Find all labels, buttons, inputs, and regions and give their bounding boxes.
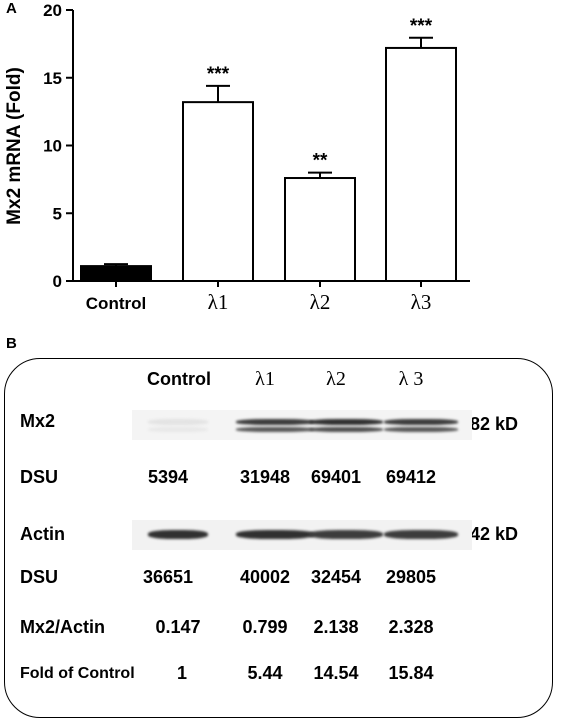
lane-header-control: Control	[147, 369, 211, 389]
mx2-row-label: Mx2	[20, 411, 56, 431]
mx2-dsu-control: 5394	[147, 467, 189, 487]
actin-dsu-control: 36651	[142, 567, 194, 587]
blot-band	[309, 530, 383, 539]
blot-band	[384, 419, 458, 425]
blot-band	[148, 419, 208, 425]
x-tick-label: λ1	[208, 290, 229, 314]
significance-label: ***	[410, 16, 433, 37]
panel-b-label: B	[6, 335, 17, 352]
ratio-lambda2: 2.138	[313, 617, 359, 637]
x-tick-label: Control	[86, 294, 146, 313]
significance-label: **	[313, 151, 328, 172]
fold-lambda2: 14.54	[313, 663, 359, 683]
x-tick-label: λ3	[411, 290, 432, 314]
x-tick-label: λ2	[310, 290, 331, 314]
blot-band	[148, 530, 208, 539]
mx2-size-label: 82 kD	[470, 414, 519, 434]
mx2-blot-strip	[132, 410, 472, 440]
actin-size-label: 42 kD	[470, 524, 519, 544]
ratio-lambda1: 0.799	[242, 617, 288, 637]
bar	[80, 265, 152, 283]
lane-header-lambda1: λ1	[255, 368, 275, 390]
mx2-dsu-lambda2: 69401	[310, 467, 362, 487]
panel-a-label: A	[6, 0, 17, 17]
bar	[182, 101, 254, 282]
fold-lambda3: 15.84	[388, 663, 434, 683]
mx2-dsu-lambda3: 69412	[385, 467, 437, 487]
y-tick-label: 20	[43, 1, 62, 20]
blot-band	[236, 419, 314, 425]
blot-band	[309, 427, 383, 432]
lane-header-lambda2: λ2	[326, 368, 346, 390]
actin-dsu-lambda3: 29805	[385, 567, 437, 587]
blot-band	[148, 427, 208, 432]
blot-band	[309, 419, 383, 425]
blot-band	[384, 427, 458, 432]
y-tick-label: 10	[43, 137, 62, 156]
mx2-dsu-label: DSU	[20, 467, 59, 487]
mx2-dsu-lambda1: 31948	[239, 467, 291, 487]
actin-dsu-label: DSU	[20, 567, 59, 587]
bar	[284, 177, 356, 283]
y-tick-label: 0	[53, 272, 62, 291]
bar	[385, 46, 457, 282]
western-blot-panel	[4, 358, 553, 718]
blot-band	[384, 530, 458, 539]
y-tick-label: 15	[43, 69, 62, 88]
chart-bars: ********	[80, 16, 457, 283]
actin-dsu-lambda1: 40002	[239, 567, 291, 587]
blot-band	[236, 427, 314, 432]
lane-header-lambda3: λ 3	[398, 368, 424, 390]
ratio-control: 0.147	[155, 617, 201, 637]
actin-row-label: Actin	[20, 524, 65, 544]
y-axis-label: Mx2 mRNA (Fold)	[4, 67, 25, 225]
fold-row-label: Fold of Control	[20, 665, 135, 682]
y-tick-label: 5	[53, 204, 62, 223]
actin-dsu-lambda2: 32454	[310, 567, 362, 587]
fold-control: 1	[176, 663, 188, 683]
ratio-lambda3: 2.328	[388, 617, 434, 637]
blot-band	[236, 530, 314, 539]
significance-label: ***	[207, 64, 230, 85]
actin-blot-strip	[132, 520, 472, 550]
fold-lambda1: 5.44	[247, 663, 283, 683]
ratio-row-label: Mx2/Actin	[20, 617, 106, 637]
